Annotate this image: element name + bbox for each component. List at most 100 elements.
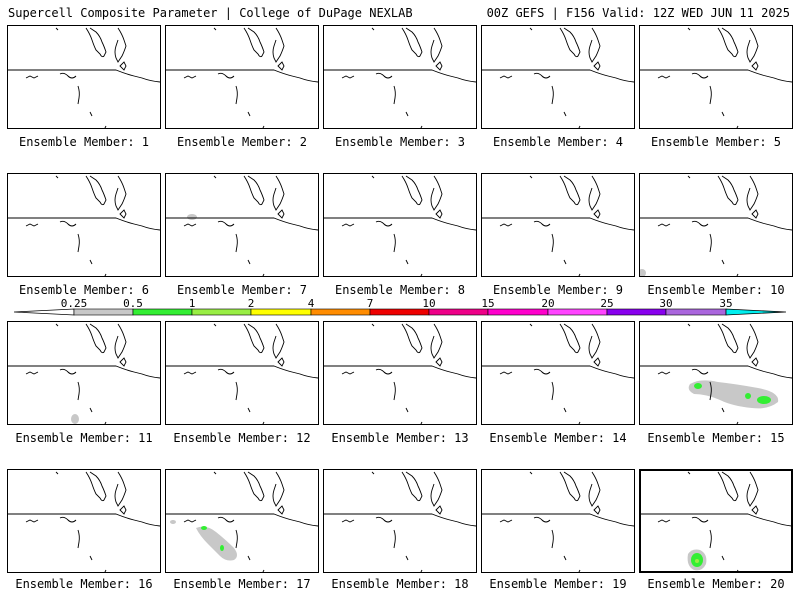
- map-12: [166, 323, 318, 424]
- map-boundary: [405, 111, 409, 117]
- map-20: [641, 471, 791, 571]
- member-label-16: Ensemble Member: 16: [15, 577, 153, 591]
- member-label-18: Ensemble Member: 18: [331, 577, 469, 591]
- map-boundary: [559, 323, 581, 354]
- legend-swatch-25: [606, 308, 667, 316]
- ensemble-panel-6[interactable]: [7, 173, 161, 277]
- map-boundary: [746, 175, 759, 211]
- map-boundary: [235, 85, 238, 105]
- map-boundary: [393, 233, 396, 253]
- map-boundary: [499, 519, 513, 523]
- map-9: [482, 175, 634, 276]
- map-boundary: [119, 61, 127, 71]
- map-2: [166, 27, 318, 128]
- ensemble-panel-18[interactable]: [323, 469, 477, 573]
- ensemble-panel-9[interactable]: [481, 173, 635, 277]
- map-boundary: [114, 27, 127, 63]
- scp-shading-0.25: [71, 414, 79, 424]
- map-boundary: [119, 209, 127, 219]
- scp-shading-0.25: [170, 520, 176, 524]
- map-boundary: [551, 529, 554, 549]
- map-boundary: [435, 61, 443, 71]
- legend-label: 25: [600, 297, 613, 310]
- map-boundary: [119, 357, 127, 367]
- ensemble-panel-7[interactable]: [165, 173, 319, 277]
- map-14: [482, 323, 634, 424]
- map-boundary: [401, 175, 423, 206]
- map-boundary: [104, 273, 107, 276]
- map-boundary: [235, 233, 238, 253]
- map-boundary: [657, 75, 671, 79]
- map-boundary: [85, 471, 107, 502]
- map-boundary: [717, 323, 739, 354]
- map-boundary: [119, 505, 127, 515]
- map-boundary: [435, 357, 443, 367]
- ensemble-panel-20[interactable]: [639, 469, 793, 573]
- map-boundary: [588, 323, 601, 359]
- ensemble-panel-11[interactable]: [7, 321, 161, 425]
- ensemble-panel-16[interactable]: [7, 469, 161, 573]
- legend-label: 0.25: [61, 297, 88, 310]
- map-boundary: [640, 69, 792, 83]
- map-boundary: [324, 69, 476, 83]
- map-boundary: [77, 529, 80, 549]
- map-boundary: [393, 381, 396, 401]
- legend-label: 15: [481, 297, 494, 310]
- map-boundary: [55, 27, 59, 31]
- ensemble-panel-15[interactable]: [639, 321, 793, 425]
- ensemble-panel-19[interactable]: [481, 469, 635, 573]
- ensemble-panel-8[interactable]: [323, 173, 477, 277]
- map-boundary: [588, 175, 601, 211]
- ensemble-panel-14[interactable]: [481, 321, 635, 425]
- map-boundary: [85, 323, 107, 354]
- map-boundary: [533, 72, 551, 79]
- ensemble-panel-10[interactable]: [639, 173, 793, 277]
- ensemble-panel-12[interactable]: [165, 321, 319, 425]
- map-boundary: [559, 27, 581, 58]
- map-boundary: [277, 505, 285, 515]
- map-boundary: [435, 209, 443, 219]
- scp-shading-0.5: [201, 526, 207, 530]
- map-boundary: [640, 365, 792, 379]
- ensemble-panel-13[interactable]: [323, 321, 477, 425]
- map-boundary: [25, 223, 39, 227]
- ensemble-panel-3[interactable]: [323, 25, 477, 129]
- ensemble-panel-1[interactable]: [7, 25, 161, 129]
- map-boundary: [563, 259, 567, 265]
- legend-label: 2: [248, 297, 255, 310]
- map-boundary: [529, 471, 533, 475]
- map-boundary: [559, 175, 581, 206]
- map-boundary: [533, 368, 551, 375]
- map-boundary: [657, 519, 671, 523]
- map-boundary: [746, 27, 759, 63]
- legend-label: 10: [422, 297, 435, 310]
- ensemble-panel-4[interactable]: [481, 25, 635, 129]
- map-boundary: [563, 111, 567, 117]
- map-11: [8, 323, 160, 424]
- member-label-10: Ensemble Member: 10: [647, 283, 785, 297]
- ensemble-panel-5[interactable]: [639, 25, 793, 129]
- map-boundary: [593, 209, 601, 219]
- map-boundary: [55, 175, 59, 179]
- map-boundary: [25, 519, 39, 523]
- map-boundary: [247, 111, 251, 117]
- map-boundary: [529, 175, 533, 179]
- map-boundary: [262, 273, 265, 276]
- map-boundary: [563, 555, 567, 561]
- map-boundary: [243, 323, 265, 354]
- ensemble-panel-17[interactable]: [165, 469, 319, 573]
- map-boundary: [262, 421, 265, 424]
- member-label-12: Ensemble Member: 12: [173, 431, 311, 445]
- map-boundary: [405, 407, 409, 413]
- map-boundary: [717, 175, 739, 206]
- map-boundary: [166, 365, 318, 379]
- map-boundary: [166, 217, 318, 231]
- ensemble-panel-2[interactable]: [165, 25, 319, 129]
- map-boundary: [430, 27, 443, 63]
- map-boundary: [736, 421, 739, 424]
- map-boundary: [578, 125, 581, 128]
- map-boundary: [578, 569, 581, 572]
- map-boundary: [104, 125, 107, 128]
- map-boundary: [435, 505, 443, 515]
- map-boundary: [213, 27, 217, 31]
